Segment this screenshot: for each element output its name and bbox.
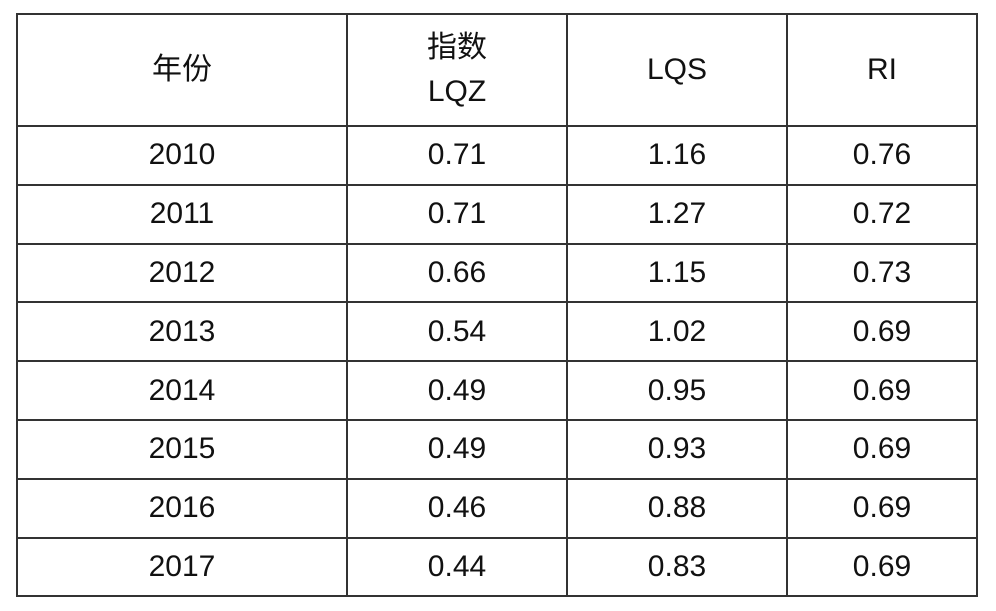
header-cell: 年份: [16, 13, 348, 127]
table-cell: 0.66: [346, 242, 568, 304]
table-row: 2014 0.49 0.95 0.69: [16, 360, 978, 421]
table-cell: 0.49: [346, 418, 568, 480]
table-row: 2012 0.66 1.15 0.73: [16, 242, 978, 304]
table-cell: 2011: [16, 183, 348, 245]
table-cell: 0.88: [566, 477, 788, 539]
table-row: 2015 0.49 0.93 0.69: [16, 418, 978, 480]
table-cell: 2015: [16, 418, 348, 480]
header-cell: RI: [786, 13, 978, 127]
table-cell: 0.73: [786, 242, 978, 304]
table-cell: 0.76: [786, 125, 978, 186]
table-cell: 0.44: [346, 536, 568, 598]
header-cell: 指数 LQZ: [346, 13, 568, 127]
table-cell: 0.46: [346, 477, 568, 539]
table-row: 2011 0.71 1.27 0.72: [16, 183, 978, 245]
table-row: 2017 0.44 0.83 0.69: [16, 536, 978, 598]
table-cell: 0.69: [786, 536, 978, 598]
table-cell: 1.27: [566, 183, 788, 245]
table-row: 2013 0.54 1.02 0.69: [16, 301, 978, 363]
table-cell: 0.93: [566, 418, 788, 480]
table-row: 2010 0.71 1.16 0.76: [16, 125, 978, 186]
table-cell: 0.83: [566, 536, 788, 598]
table-cell: 2017: [16, 536, 348, 598]
table-cell: 0.72: [786, 183, 978, 245]
table-cell: 0.69: [786, 477, 978, 539]
table-head: 年份 指数 LQZ LQS RI: [16, 13, 978, 127]
table-cell: 2014: [16, 360, 348, 421]
table-cell: 2012: [16, 242, 348, 304]
table-cell: 1.02: [566, 301, 788, 363]
data-table: 年份 指数 LQZ LQS RI 2010 0.71 1.16 0.76 2011 0.71 1.…: [16, 13, 978, 598]
table-cell: 0.49: [346, 360, 568, 421]
table-body: 2010 0.71 1.16 0.76 2011 0.71 1.27 0.72 2012 0.66…: [16, 125, 978, 598]
table-cell: 1.15: [566, 242, 788, 304]
table-cell: 2013: [16, 301, 348, 363]
table-cell: 0.71: [346, 183, 568, 245]
table-cell: 2016: [16, 477, 348, 539]
table-cell: 0.69: [786, 301, 978, 363]
table-cell: 2010: [16, 125, 348, 186]
table-cell: 0.69: [786, 418, 978, 480]
header-cell: LQS: [566, 13, 788, 127]
header-row: 年份 指数 LQZ LQS RI: [16, 13, 978, 127]
table-row: 2016 0.46 0.88 0.69: [16, 477, 978, 539]
table-cell: 1.16: [566, 125, 788, 186]
table-cell: 0.71: [346, 125, 568, 186]
table-cell: 0.54: [346, 301, 568, 363]
table-cell: 0.69: [786, 360, 978, 421]
table-cell: 0.95: [566, 360, 788, 421]
